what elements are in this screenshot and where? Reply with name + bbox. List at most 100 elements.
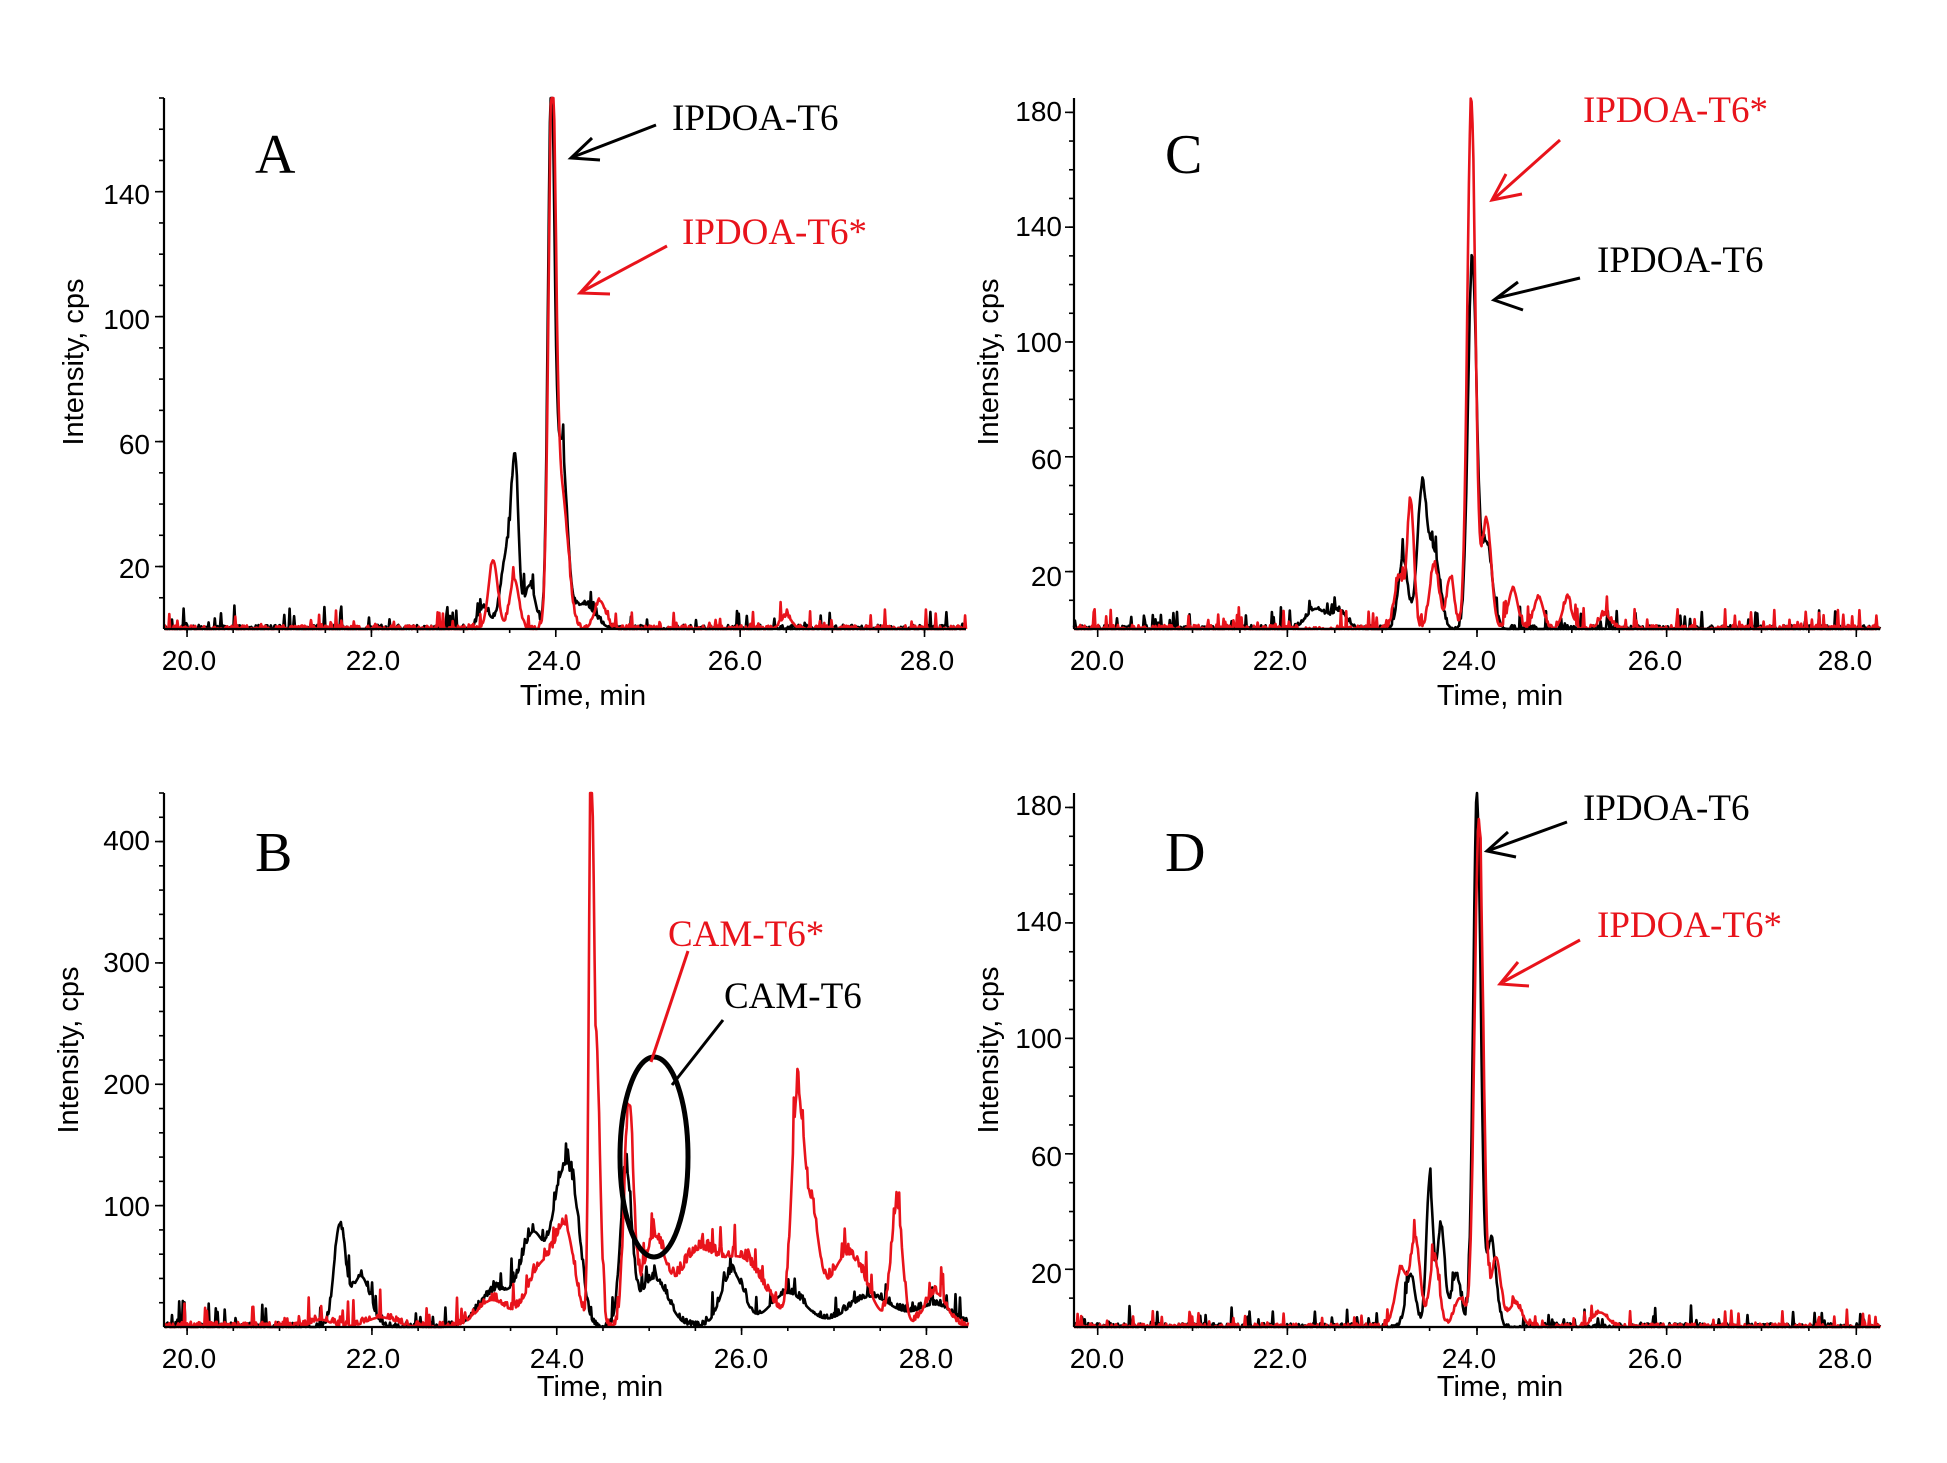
panel-d-x-tick-label: 22.0 xyxy=(1253,1343,1308,1374)
panel-a-y-tick-label: 20 xyxy=(119,553,150,584)
panel-c-y-tick-label: 20 xyxy=(1031,561,1062,592)
panel-a-ticks xyxy=(155,97,926,637)
panel-a-x-tick-labels: 20.0 22.0 24.0 26.0 28.0 xyxy=(162,645,955,676)
panel-b-annotation-leader xyxy=(670,1019,725,1086)
panel-c-arrow-shaft xyxy=(1496,276,1581,300)
panel-d-annotation-ipdoa-t6: IPDOA-T6 xyxy=(1483,788,1749,859)
panel-d-x-tick-label: 26.0 xyxy=(1628,1343,1683,1374)
panel-c: C 20.0 22.0 24.0 26.0 28.0 20 60 100 140… xyxy=(973,90,1882,712)
panel-a-arrow-head-icon xyxy=(567,136,601,162)
panel-c-ticks xyxy=(1065,111,1858,637)
panel-a-y-tick-label: 60 xyxy=(119,429,150,460)
panel-b-x-tick-label: 28.0 xyxy=(899,1343,954,1374)
panel-a-arrow-head-icon xyxy=(576,269,611,296)
panel-b-trace-cam-t6 xyxy=(162,1142,969,1329)
panel-a-arrow-shaft xyxy=(582,244,668,293)
panel-c-x-axis-label: Time, min xyxy=(1437,680,1563,712)
panel-d-y-tick-label: 60 xyxy=(1031,1141,1062,1172)
panel-a: A 20.0 22.0 24.0 26.0 28.0 20 60 100 140… xyxy=(58,96,968,712)
panel-d-y-tick-label: 140 xyxy=(1015,906,1062,937)
panel-d-ticks xyxy=(1065,806,1858,1335)
panel-c-y-axis-label: Intensity, cps xyxy=(973,278,1005,445)
panel-a-x-tick-label: 22.0 xyxy=(346,645,401,676)
panel-a-x-tick-label: 24.0 xyxy=(527,645,582,676)
panel-a-x-tick-label: 28.0 xyxy=(900,645,955,676)
panel-a-x-tick-label: 20.0 xyxy=(162,645,217,676)
panel-a-x-tick-label: 26.0 xyxy=(708,645,763,676)
panel-b-annotation-label: CAM-T6* xyxy=(668,914,824,955)
panel-b-y-tick-label: 400 xyxy=(103,825,150,856)
panel-b: B 20.0 22.0 24.0 26.0 28.0 100 200 300 4… xyxy=(53,791,970,1403)
panel-c-letter: C xyxy=(1165,124,1202,186)
panel-c-x-tick-label: 24.0 xyxy=(1442,645,1497,676)
panel-d-y-axis-label: Intensity, cps xyxy=(973,966,1005,1133)
panel-a-annotation-label: IPDOA-T6 xyxy=(672,98,838,139)
panel-b-x-tick-label: 20.0 xyxy=(162,1343,217,1374)
panel-b-annotation-leader xyxy=(649,950,690,1063)
panel-b-x-tick-labels: 20.0 22.0 24.0 26.0 28.0 xyxy=(162,1343,954,1374)
panel-c-x-tick-label: 22.0 xyxy=(1253,645,1308,676)
panel-c-x-tick-labels: 20.0 22.0 24.0 26.0 28.0 xyxy=(1070,645,1873,676)
panel-c-annotation-ipdoa-t6: IPDOA-T6 xyxy=(1490,240,1763,312)
panel-a-x-axis-label: Time, min xyxy=(520,680,646,712)
panel-b-letter: B xyxy=(255,822,292,884)
panel-b-y-tick-label: 200 xyxy=(103,1069,150,1100)
panel-d-annotation-label: IPDOA-T6* xyxy=(1597,905,1782,946)
panel-d-arrow-shaft xyxy=(1489,820,1568,852)
panel-c-y-tick-label: 100 xyxy=(1015,327,1062,358)
panel-b-x-tick-label: 24.0 xyxy=(530,1343,585,1374)
panel-c-annotation-label: IPDOA-T6 xyxy=(1597,240,1763,281)
panel-c-arrow-head-icon xyxy=(1490,280,1524,312)
panel-b-annotation-cam-t6-star: CAM-T6* xyxy=(649,914,824,1063)
panel-b-y-tick-label: 100 xyxy=(103,1191,150,1222)
panel-a-annotation-ipdoa-t6: IPDOA-T6 xyxy=(567,98,838,162)
panel-c-x-tick-label: 26.0 xyxy=(1628,645,1683,676)
panel-d-arrow-head-icon xyxy=(1483,830,1517,859)
panel-a-y-tick-labels: 20 60 100 140 xyxy=(103,179,150,584)
panel-a-y-tick-label: 140 xyxy=(103,179,150,210)
panel-a-letter: A xyxy=(255,124,296,186)
panel-d-x-tick-label: 24.0 xyxy=(1442,1343,1497,1374)
panel-c-annotation-ipdoa-t6-star: IPDOA-T6* xyxy=(1489,90,1768,203)
panel-d-trace-ipdoa-t6-star xyxy=(1072,817,1882,1329)
panel-b-y-axis-label: Intensity, cps xyxy=(53,966,85,1133)
panel-a-y-axis-label: Intensity, cps xyxy=(58,278,90,445)
panel-d-x-tick-labels: 20.0 22.0 24.0 26.0 28.0 xyxy=(1070,1343,1873,1374)
panel-c-trace-ipdoa-t6-star xyxy=(1072,97,1881,631)
panel-d-arrow-head-icon xyxy=(1497,961,1530,988)
panel-a-annotation-ipdoa-t6-star: IPDOA-T6* xyxy=(576,212,867,296)
panel-c-x-tick-label: 28.0 xyxy=(1818,645,1873,676)
panel-d-letter: D xyxy=(1165,822,1205,884)
panel-c-y-tick-label: 140 xyxy=(1015,211,1062,242)
panel-a-arrow-shaft xyxy=(572,123,657,159)
panel-b-x-axis-label: Time, min xyxy=(537,1371,663,1403)
panel-a-y-tick-label: 100 xyxy=(103,304,150,335)
panel-b-annotation-label: CAM-T6 xyxy=(724,976,862,1017)
panel-d-y-tick-label: 100 xyxy=(1015,1023,1062,1054)
panel-d-x-tick-label: 20.0 xyxy=(1070,1343,1125,1374)
panel-d-x-tick-label: 28.0 xyxy=(1818,1343,1873,1374)
panel-c-annotation-label: IPDOA-T6* xyxy=(1583,90,1768,131)
panel-b-ticks xyxy=(155,792,928,1335)
panel-d-annotation-label: IPDOA-T6 xyxy=(1583,788,1749,829)
panel-d-annotation-ipdoa-t6-star: IPDOA-T6* xyxy=(1497,905,1782,988)
panel-c-y-tick-label: 60 xyxy=(1031,444,1062,475)
panel-c-x-tick-label: 20.0 xyxy=(1070,645,1125,676)
panel-b-annotation-cam-t6: CAM-T6 xyxy=(670,976,862,1086)
panel-c-y-tick-labels: 20 60 100 140 180 xyxy=(1015,96,1062,592)
panel-d-arrow-shaft xyxy=(1502,938,1581,984)
panel-b-y-tick-label: 300 xyxy=(103,947,150,978)
panel-d-y-tick-labels: 20 60 100 140 180 xyxy=(1015,790,1062,1289)
panel-b-x-tick-label: 22.0 xyxy=(346,1343,401,1374)
panel-d-y-tick-label: 180 xyxy=(1015,790,1062,821)
panel-c-y-tick-label: 180 xyxy=(1015,96,1062,127)
panel-d-x-axis-label: Time, min xyxy=(1437,1371,1563,1403)
panel-c-arrow-head-icon xyxy=(1489,173,1523,203)
panel-d-y-tick-label: 20 xyxy=(1031,1258,1062,1289)
panel-a-annotation-label: IPDOA-T6* xyxy=(682,212,867,253)
panel-b-y-tick-labels: 100 200 300 400 xyxy=(103,825,150,1222)
panel-c-arrow-shaft xyxy=(1494,138,1561,200)
panel-d: D 20.0 22.0 24.0 26.0 28.0 20 60 100 140… xyxy=(973,788,1882,1403)
panel-b-x-tick-label: 26.0 xyxy=(714,1343,769,1374)
